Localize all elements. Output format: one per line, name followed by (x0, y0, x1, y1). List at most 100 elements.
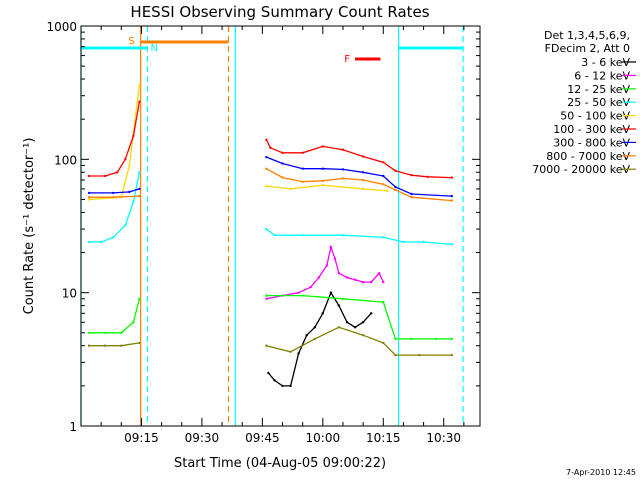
data-point (289, 187, 292, 191)
data-point (138, 84, 141, 87)
data-point (382, 174, 385, 178)
series-line (266, 228, 452, 246)
data-point (267, 371, 270, 375)
series-2 (87, 294, 453, 341)
data-point (450, 194, 453, 198)
series-7 (87, 167, 453, 202)
series-line (89, 342, 140, 347)
data-point (309, 285, 312, 289)
x-tick-label: 09:15 (124, 431, 159, 445)
data-point (301, 180, 304, 183)
series-line (89, 85, 141, 201)
night-flag-label: N (151, 43, 158, 54)
data-point (337, 326, 341, 329)
data-point (87, 344, 91, 347)
data-point (394, 353, 397, 357)
y-tick-label: 1000 (46, 20, 77, 34)
flag-layer: S N F (80, 26, 464, 426)
data-point (418, 353, 421, 357)
series-4 (87, 84, 389, 201)
data-point (265, 167, 268, 170)
data-point (450, 243, 453, 246)
data-point (394, 188, 397, 192)
data-point (361, 178, 365, 182)
legend-header-line-1: Det 1,3,4,5,6,9, (544, 29, 630, 42)
data-point (301, 234, 304, 237)
data-point (353, 326, 357, 329)
legend-entry-label: 800 - 7000 keV (546, 150, 630, 163)
data-point (265, 227, 268, 231)
data-point (361, 155, 365, 158)
data-point (450, 337, 453, 341)
data-point (410, 337, 413, 341)
data-point (273, 234, 276, 237)
data-point (305, 334, 308, 337)
x-tick-label: 10:00 (306, 431, 341, 445)
data-point (138, 171, 141, 174)
data-point (128, 190, 131, 194)
data-point (382, 341, 385, 345)
data-point (361, 321, 365, 324)
series-line (267, 291, 372, 387)
data-point (382, 280, 385, 284)
data-point (124, 224, 127, 227)
legend-entry-label: 3 - 6 keV (581, 56, 630, 69)
data-point (297, 291, 300, 294)
data-point (353, 278, 357, 281)
data-point (87, 174, 91, 178)
x-tick-label: 09:45 (245, 431, 280, 445)
data-point (104, 174, 107, 178)
data-point (325, 264, 328, 267)
legend-entry-label: 12 - 25 keV (567, 83, 630, 96)
data-point (138, 297, 141, 300)
series-line (265, 139, 452, 179)
data-point (112, 191, 115, 195)
data-point (301, 294, 304, 297)
legend-entry-label: 50 - 100 keV (560, 110, 630, 123)
data-point (382, 236, 385, 239)
data-point (341, 168, 345, 171)
saa-flag-label: S (128, 36, 134, 47)
y-tick-label: 10 (62, 287, 77, 301)
data-point (87, 198, 91, 201)
data-point (321, 184, 324, 187)
data-point (426, 175, 429, 178)
data-point (382, 183, 385, 186)
data-point (329, 245, 333, 249)
data-point (345, 276, 349, 279)
data-point (410, 174, 413, 177)
data-point (265, 294, 268, 297)
data-point (337, 272, 341, 275)
x-tick-label: 10:30 (426, 431, 461, 445)
data-point (87, 191, 91, 195)
legend-entry-label: 300 - 800 keV (553, 136, 630, 149)
data-point (116, 171, 119, 174)
data-point (100, 240, 103, 244)
plot-frame (80, 25, 481, 427)
data-point (434, 337, 437, 341)
data-point (382, 300, 385, 304)
data-point (112, 196, 115, 199)
data-point (120, 331, 123, 334)
legend-entry-label: 25 - 50 keV (567, 96, 630, 109)
series-line (266, 156, 452, 197)
data-point (321, 167, 324, 170)
data-point (361, 187, 365, 191)
data-point (361, 334, 365, 337)
legend-entry-label: 100 - 300 keV (553, 123, 630, 136)
data-point (132, 134, 135, 138)
data-point (104, 344, 107, 347)
data-point (341, 148, 345, 151)
data-point (87, 196, 91, 199)
series-line (89, 101, 141, 177)
data-point (313, 337, 316, 341)
data-point (370, 280, 373, 284)
data-point (394, 185, 397, 189)
data-point (394, 337, 397, 341)
series-6 (87, 155, 453, 198)
data-point (132, 321, 135, 324)
series-line (266, 294, 452, 340)
legend-entry-label: 7000 - 20000 keV (532, 163, 630, 176)
data-point (138, 194, 141, 198)
